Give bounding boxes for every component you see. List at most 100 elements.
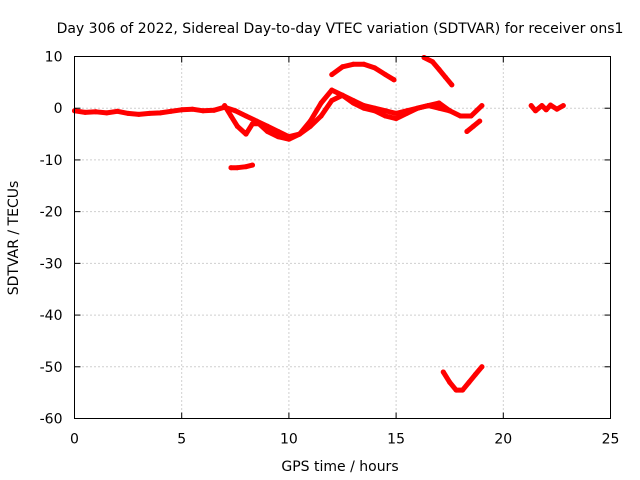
x-tick-label: 25 <box>602 432 620 448</box>
x-tick-label: 20 <box>494 432 512 448</box>
x-tick-label: 0 <box>70 432 79 448</box>
data-point <box>82 109 88 115</box>
data-point <box>275 134 281 140</box>
data-point <box>340 64 345 70</box>
data-point <box>404 110 410 116</box>
data-point <box>179 107 185 113</box>
data-point <box>554 106 560 112</box>
data-point <box>382 113 388 119</box>
data-point <box>447 379 453 385</box>
data-point <box>350 61 356 67</box>
data-point <box>543 107 549 113</box>
data-point <box>211 107 217 113</box>
data-point <box>243 131 249 137</box>
data-point <box>286 136 292 142</box>
data-point <box>147 110 152 116</box>
axis-ticks <box>74 56 611 419</box>
series-arc-6 <box>440 364 485 393</box>
data-point <box>136 111 142 117</box>
data-point <box>157 110 163 116</box>
data-point <box>560 103 566 109</box>
data-point <box>447 108 453 114</box>
data-point <box>372 108 378 114</box>
data-point <box>350 100 356 106</box>
data-point <box>425 103 431 109</box>
y-tick-labels: 10 0 -10 -20 -30 -40 -50 -60 <box>40 50 63 428</box>
data-point <box>318 113 324 119</box>
grid <box>74 56 611 419</box>
data-point <box>329 87 335 93</box>
data-point <box>533 108 538 114</box>
data-point <box>457 113 463 119</box>
data-point <box>464 129 470 134</box>
series-layer <box>72 55 566 393</box>
data-point <box>382 72 388 78</box>
data-point <box>372 65 378 71</box>
y-tick-label: 10 <box>45 50 63 66</box>
y-tick-label: -40 <box>40 308 63 324</box>
data-point <box>307 118 313 124</box>
data-point <box>361 61 367 67</box>
data-point <box>440 369 446 375</box>
data-point <box>222 103 228 109</box>
data-point <box>250 162 255 168</box>
data-point <box>256 121 262 127</box>
data-point <box>430 59 435 65</box>
data-point <box>234 123 240 129</box>
data-point <box>466 379 472 385</box>
data-point <box>393 116 399 122</box>
data-point <box>393 110 399 116</box>
data-point <box>436 66 442 72</box>
data-point <box>329 72 335 78</box>
data-point <box>453 387 459 393</box>
data-point <box>479 103 485 109</box>
data-point <box>228 113 234 119</box>
y-tick-label: -30 <box>40 256 63 272</box>
data-point <box>243 164 249 170</box>
y-tick-label: -60 <box>40 412 63 428</box>
data-point <box>442 74 448 80</box>
data-point <box>232 108 238 114</box>
data-point <box>275 129 281 134</box>
data-point <box>340 92 345 98</box>
data-point <box>472 372 478 377</box>
data-point <box>391 77 397 83</box>
data-point <box>168 108 174 114</box>
data-point <box>528 103 534 109</box>
x-axis-label: GPS time / hours <box>281 459 398 475</box>
x-tick-label: 15 <box>387 432 405 448</box>
data-point <box>265 129 270 134</box>
data-point <box>114 108 120 114</box>
x-tick-labels: 0 5 10 15 20 25 <box>70 432 619 448</box>
data-point <box>243 113 249 119</box>
data-point <box>382 108 388 114</box>
data-point <box>234 165 240 171</box>
data-point <box>470 123 476 129</box>
plot-frame <box>74 56 611 419</box>
data-point <box>361 105 367 111</box>
x-tick-label: 10 <box>280 432 298 448</box>
y-tick-label: -50 <box>40 360 63 376</box>
data-point <box>548 102 553 108</box>
data-point <box>468 113 474 119</box>
data-point <box>228 165 234 171</box>
chart-title: Day 306 of 2022, Sidereal Day-to-day VTE… <box>57 21 624 37</box>
data-point <box>93 109 99 115</box>
y-tick-label: -20 <box>40 205 63 221</box>
data-point <box>449 82 455 88</box>
data-point <box>318 100 324 106</box>
data-point <box>460 387 466 393</box>
data-point <box>189 106 195 112</box>
data-point <box>125 110 131 116</box>
data-point <box>104 110 110 116</box>
x-tick-label: 5 <box>177 432 186 448</box>
y-tick-label: 0 <box>54 101 63 117</box>
data-point <box>479 364 485 370</box>
data-point <box>297 131 303 137</box>
data-point <box>250 121 255 127</box>
y-axis-label: SDTVAR / TECUs <box>6 181 22 296</box>
data-point <box>415 105 420 111</box>
y-tick-label: -10 <box>40 153 63 169</box>
data-point <box>436 100 442 106</box>
